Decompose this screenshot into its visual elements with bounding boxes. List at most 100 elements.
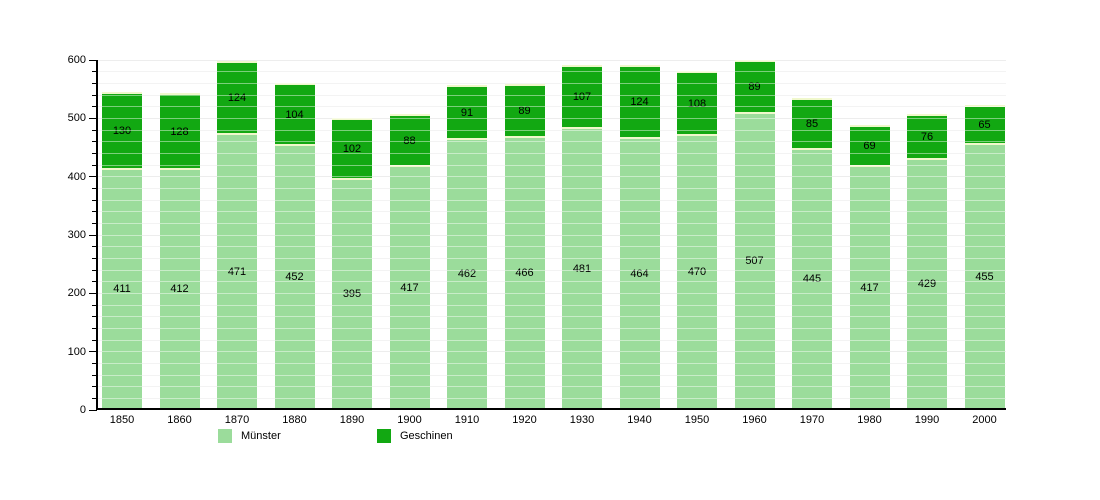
bar-segment-geschinen-1860: 128 xyxy=(159,93,200,168)
x-axis-tick-label: 1940 xyxy=(627,414,652,426)
bar-segment-geschinen-1850: 130 xyxy=(102,92,142,168)
bar-1850: 130 411 xyxy=(102,92,142,408)
gridline-overlay xyxy=(98,269,1006,271)
bar-1940: 124 464 xyxy=(619,65,660,408)
gridline-overlay xyxy=(98,316,1006,318)
bar-segment-geschinen-1950: 108 xyxy=(677,71,717,134)
bar-1880: 104 452 xyxy=(274,83,315,408)
gridline xyxy=(98,164,1006,166)
x-axis-tick-label: 1860 xyxy=(167,414,192,426)
y-axis-minor-tick xyxy=(92,304,97,306)
bar-segment-munster-1870: 471 xyxy=(217,133,257,408)
y-axis-tick-label: 300 xyxy=(67,229,86,241)
y-axis-major-tick xyxy=(89,409,97,411)
gridlines-overlay-layer xyxy=(98,59,1006,408)
bar-1980: 69 417 xyxy=(849,125,890,408)
x-axis-tick-label: 1890 xyxy=(339,414,365,426)
y-axis-tick-label: 200 xyxy=(67,287,86,300)
bar-value-label: 65 xyxy=(978,119,991,131)
bar-1970: 85 445 xyxy=(792,98,832,408)
bar-value-label: 395 xyxy=(342,288,362,300)
gridline-overlay xyxy=(98,82,1006,84)
gridline-overlay xyxy=(98,106,1006,108)
bar-value-label: 89 xyxy=(518,105,531,117)
y-axis: 0 100 200 300 400 500 600 xyxy=(68,54,1006,416)
gridline-overlay xyxy=(98,397,1006,399)
y-axis-minor-tick xyxy=(92,374,97,376)
bar-segment-geschinen-1980: 69 xyxy=(849,125,890,165)
gridline-overlay xyxy=(98,292,1006,294)
gridline xyxy=(98,339,1006,341)
bar-value-label: 417 xyxy=(400,281,419,294)
y-axis-major-tick xyxy=(89,176,97,178)
bar-value-label: 470 xyxy=(687,266,707,278)
bar-segment-geschinen-1890: 102 xyxy=(332,118,372,178)
bar-1950: 108 470 xyxy=(677,71,717,408)
y-axis-minor-tick xyxy=(92,327,97,329)
bar-segment-munster-1920: 466 xyxy=(504,136,545,408)
bar-1910: 91 462 xyxy=(447,85,487,408)
gridline xyxy=(98,176,1006,178)
bar-1900: 88 417 xyxy=(389,114,430,408)
x-axis-tick-label: 1980 xyxy=(857,414,882,426)
gridline-overlay xyxy=(98,117,1006,119)
gridline-overlay xyxy=(98,281,1006,283)
bar-segment-geschinen-1940: 124 xyxy=(619,65,660,137)
y-axis-major-tick xyxy=(89,351,97,353)
bar-segment-munster-1980: 417 xyxy=(849,165,890,408)
gridline-overlay xyxy=(98,129,1006,131)
y-axis-minor-tick xyxy=(92,129,97,131)
y-axis-tick-label: 400 xyxy=(67,170,86,183)
y-axis-tick-label: 600 xyxy=(67,54,86,66)
y-axis-minor-tick xyxy=(92,82,97,84)
y-axis-tick-label: 500 xyxy=(67,112,86,125)
gridline xyxy=(98,141,1006,143)
gridlines-layer xyxy=(98,59,1006,408)
bar-value-label: 417 xyxy=(860,281,879,294)
bar-segment-munster-1950: 470 xyxy=(677,134,717,408)
bar-value-label: 462 xyxy=(457,268,477,280)
bar-value-label: 124 xyxy=(630,96,649,108)
gridline xyxy=(98,246,1006,248)
x-axis-tick-label: 1920 xyxy=(512,414,537,426)
gridline-overlay xyxy=(98,152,1006,154)
plot-area: 130 411 128 412 124 471 104 452 102 395 88 417 91 462… xyxy=(68,54,1006,426)
bar-2000: 65 455 xyxy=(964,105,1005,408)
bar-value-label: 455 xyxy=(975,270,994,283)
bar-value-label: 85 xyxy=(805,118,819,130)
bar-segment-munster-2000: 455 xyxy=(964,143,1005,408)
bars-layer: 130 411 128 412 124 471 104 452 102 395 88 417 91 462… xyxy=(98,60,1006,408)
bar-segment-munster-1850: 411 xyxy=(102,168,142,408)
bar-value-label: 108 xyxy=(687,97,707,110)
gridline-overlay xyxy=(98,59,1006,61)
x-axis-tick-label: 1950 xyxy=(684,414,710,426)
gridline xyxy=(98,269,1006,271)
bar-segment-munster-1860: 412 xyxy=(159,168,200,408)
gridline-overlay xyxy=(98,327,1006,329)
x-axis-tick-label: 1900 xyxy=(397,414,422,426)
gridline xyxy=(98,199,1006,201)
bar-value-label: 411 xyxy=(113,283,131,295)
gridline-overlay xyxy=(98,199,1006,201)
bar-1860: 128 412 xyxy=(159,93,200,408)
gridline xyxy=(98,94,1006,96)
legend-label: Münster xyxy=(241,430,281,442)
y-axis-minor-tick xyxy=(92,106,97,108)
legend-label: Geschinen xyxy=(400,430,453,442)
x-axis-tick-label: 1990 xyxy=(914,414,940,426)
y-axis-minor-tick xyxy=(92,211,97,213)
gridline xyxy=(98,187,1006,189)
bar-value-label: 464 xyxy=(630,267,649,280)
bar-segment-geschinen-1920: 89 xyxy=(504,84,545,136)
gridline-overlay xyxy=(98,362,1006,364)
bar-1960: 89 507 xyxy=(734,60,775,408)
bar-value-label: 76 xyxy=(920,131,934,143)
gridline-overlay xyxy=(98,257,1006,259)
y-axis-minor-tick xyxy=(92,281,97,283)
gridline-overlay xyxy=(98,374,1006,376)
bar-value-label: 102 xyxy=(342,143,362,155)
y-axis-minor-tick xyxy=(92,94,97,96)
gridline xyxy=(98,211,1006,213)
bar-value-label: 104 xyxy=(285,108,304,121)
gridline-overlay xyxy=(98,339,1006,341)
